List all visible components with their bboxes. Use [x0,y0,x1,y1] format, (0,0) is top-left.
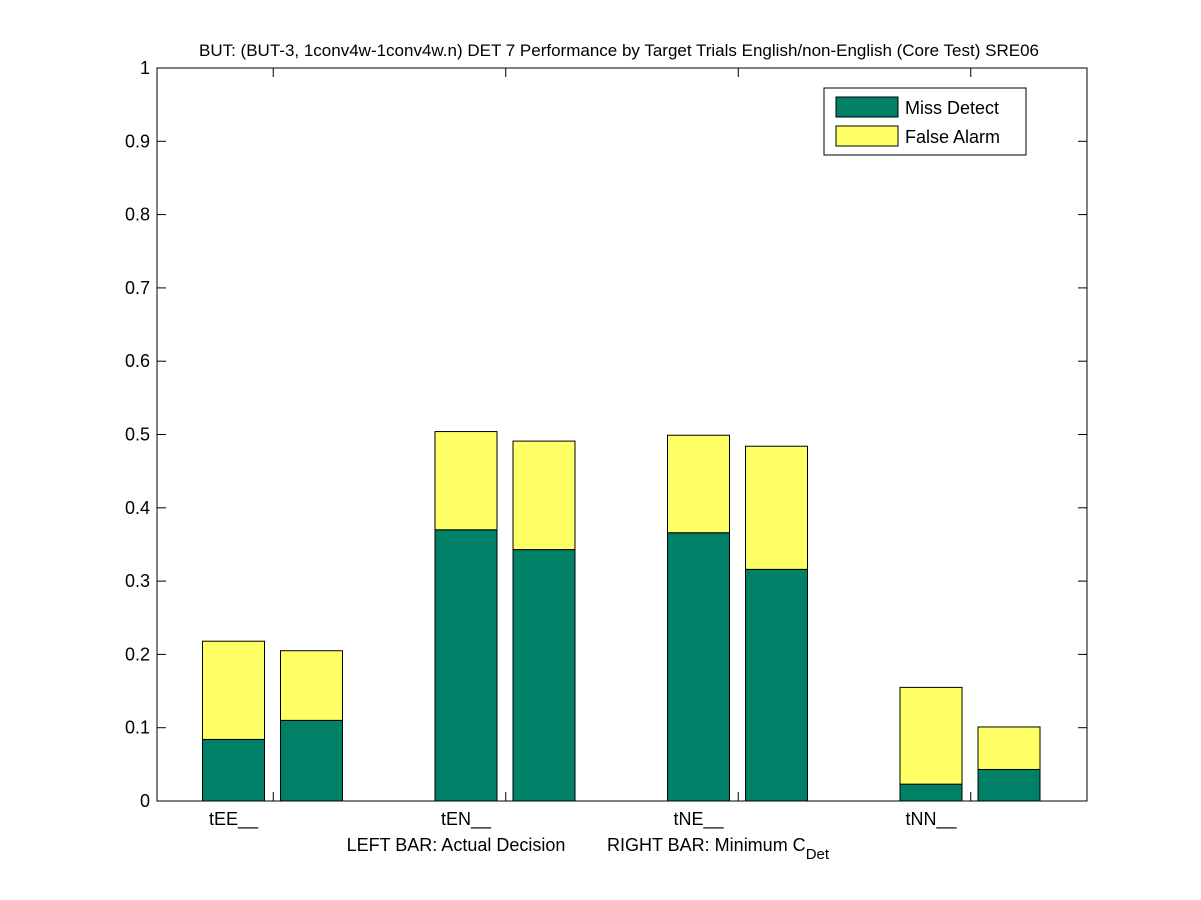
y-tick-label: 1 [140,58,150,78]
y-tick-label: 0.2 [125,644,150,664]
bar-ten-actual-decision-miss-detect [434,529,498,802]
y-tick-label: 0.9 [125,131,150,151]
legend-label-false-alarm: False Alarm [905,127,1000,147]
bar-tee-actual-decision-miss-detect [202,738,265,802]
bar-tnn-actual-decision-false-alarm [899,686,963,785]
y-tick-label: 0.3 [125,571,150,591]
x-axis-label-right-bar: RIGHT BAR: Minimum CDet [607,835,830,863]
x-axis-label-right-subscript: Det [806,846,830,863]
y-tick-label: 0.5 [125,425,150,445]
bar-tne-minimum-cdet-false-alarm [745,445,808,570]
x-category-label-ten: tEN__ [441,809,492,830]
chart-title: BUT: (BUT-3, 1conv4w-1conv4w.n) DET 7 Pe… [199,41,1039,60]
legend-label-miss-detect: Miss Detect [905,98,999,118]
x-category-label-tee: tEE__ [209,809,259,830]
bar-tnn-minimum-cdet-miss-detect [977,768,1041,802]
bar-tnn-minimum-cdet-false-alarm [977,726,1041,770]
y-tick-label: 0.8 [125,205,150,225]
x-category-label-tnn: tNN__ [905,809,957,830]
x-axis-label-right-prefix: RIGHT BAR: Minimum C [607,835,806,855]
bar-tne-actual-decision-false-alarm [667,434,730,534]
legend: Miss Detect False Alarm [823,87,1027,156]
y-tick-label: 0.1 [125,718,150,738]
legend-swatch-miss-detect [835,96,899,118]
x-category-labels: tEE__ tEN__ tNE__ tNN__ [209,809,958,830]
y-tick-label: 0.6 [125,351,150,371]
bar-tnn-actual-decision-miss-detect [899,783,963,802]
ticks-layer: 0 0.1 0.2 0.3 0.4 0.5 0.6 0.7 0.8 0.9 1 [125,58,1087,811]
bar-tne-minimum-cdet-miss-detect [745,568,808,802]
bar-ten-minimum-cdet-miss-detect [512,549,576,802]
bar-ten-actual-decision-false-alarm [434,431,498,531]
bar-tee-minimum-cdet-false-alarm [280,650,343,721]
x-axis-label-left-bar: LEFT BAR: Actual Decision [347,835,566,855]
bar-tee-minimum-cdet-miss-detect [280,719,343,802]
bar-tee-actual-decision-false-alarm [202,640,265,740]
bars-layer [202,431,1041,802]
bar-ten-minimum-cdet-false-alarm [512,440,576,551]
y-tick-label: 0.4 [125,498,150,518]
legend-swatch-false-alarm [835,125,899,147]
bar-tne-actual-decision-miss-detect [667,532,730,802]
y-tick-label: 0.7 [125,278,150,298]
x-category-label-tne: tNE__ [673,809,724,830]
y-tick-label: 0 [140,791,150,811]
